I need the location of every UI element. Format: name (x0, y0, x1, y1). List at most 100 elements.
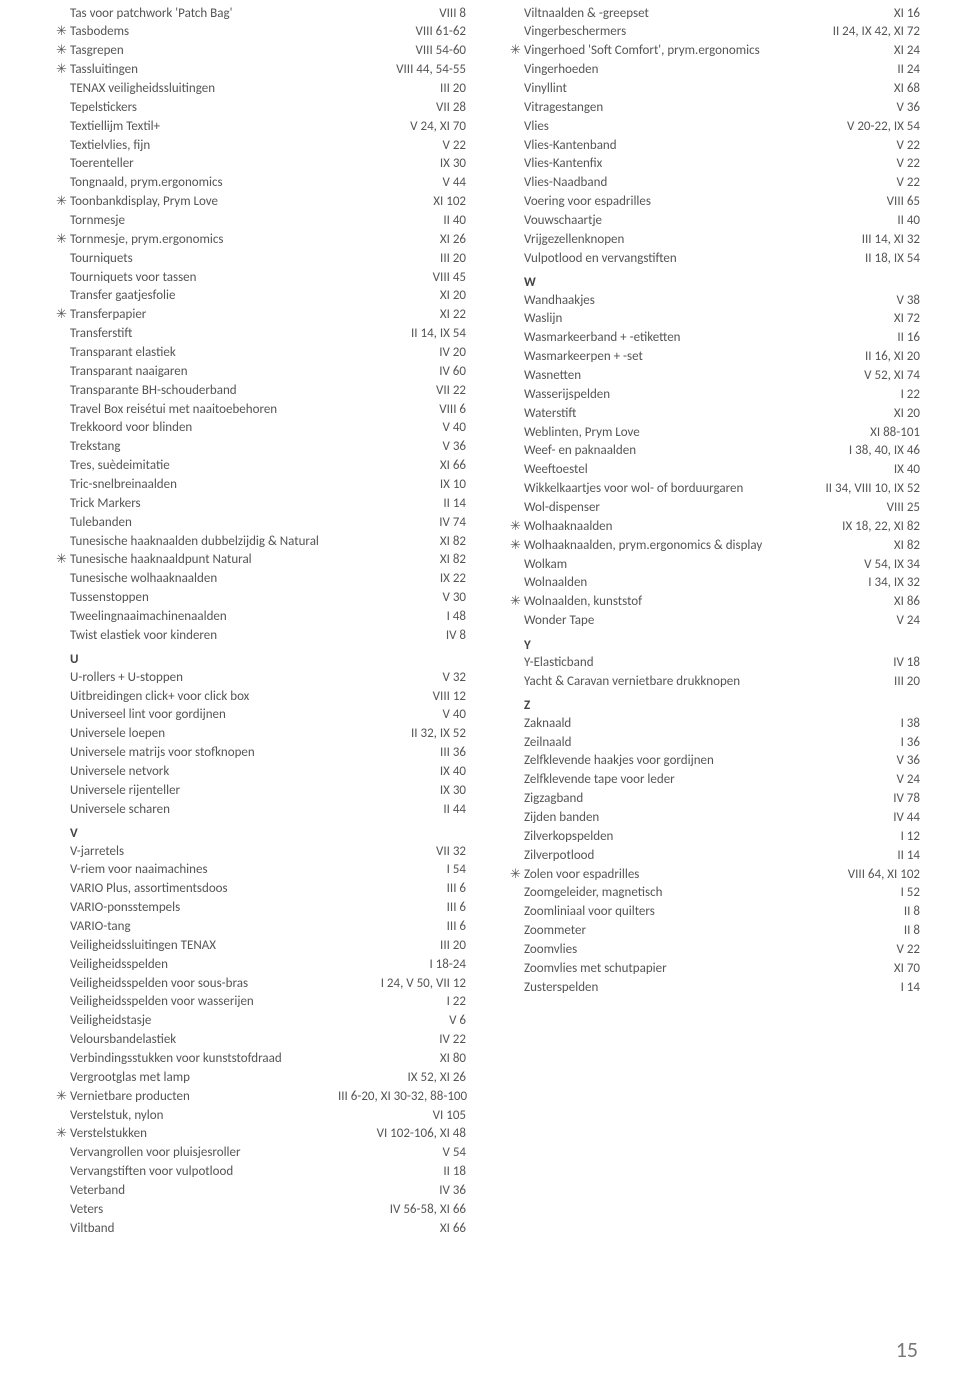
index-entry: Zelfklevende tape voor lederV 24 (510, 771, 920, 790)
section-heading: W (510, 268, 920, 291)
index-entry: Vergrootglas met lampIX 52, XI 26 (56, 1068, 466, 1087)
entry-label: Veiligheidssluitingen TENAX (70, 938, 338, 954)
index-entry: VeiligheidsspeldenI 18-24 (56, 955, 466, 974)
index-entry: Universele netvorkIX 40 (56, 763, 466, 782)
entry-reference: IX 10 (338, 477, 466, 493)
index-entry: Verbindingsstukken voor kunststofdraadXI… (56, 1050, 466, 1069)
entry-reference: III 20 (338, 81, 466, 97)
index-entry: V-riem voor naaimachinesI 54 (56, 861, 466, 880)
index-entry: Zoomvlies met schutpapierXI 70 (510, 959, 920, 978)
entry-label: Zilverpotlood (524, 848, 792, 864)
index-entry: Transfer gaatjesfolieXI 20 (56, 287, 466, 306)
entry-reference: III 14, XI 32 (792, 232, 920, 248)
entry-reference: VIII 8 (338, 6, 466, 22)
entry-label: Transferpapier (70, 307, 338, 323)
asterisk-icon: ✳ (56, 232, 70, 248)
entry-label: Vrijgezellenknopen (524, 232, 792, 248)
index-entry: ZeilnaaldI 36 (510, 733, 920, 752)
entry-reference: I 22 (338, 994, 466, 1010)
entry-label: Tunesische haaknaaldpunt Natural (70, 552, 338, 568)
index-entry: ZilverpotloodII 14 (510, 846, 920, 865)
entry-reference: V 22 (792, 138, 920, 154)
entry-reference: XI 82 (338, 534, 466, 550)
index-entry: ✳Tornmesje, prym.ergonomicsXI 26 (56, 230, 466, 249)
entry-reference: IV 74 (338, 515, 466, 531)
index-entry: Trekkoord voor blindenV 40 (56, 419, 466, 438)
entry-reference: VIII 54-60 (338, 43, 466, 59)
index-entry: Zelfklevende haakjes voor gordijnenV 36 (510, 752, 920, 771)
entry-label: Zilverkopspelden (524, 829, 792, 845)
entry-reference: IX 30 (338, 783, 466, 799)
section-heading: Z (510, 691, 920, 714)
index-entry: ✳TasgrepenVIII 54-60 (56, 42, 466, 61)
index-entry: Universele loepenII 32, IX 52 (56, 725, 466, 744)
index-entry: VetersIV 56-58, XI 66 (56, 1200, 466, 1219)
entry-label: VARIO-ponsstempels (70, 900, 338, 916)
index-entry: ZaknaaldI 38 (510, 714, 920, 733)
entry-reference: IV 18 (792, 655, 920, 671)
entry-reference: II 16, XI 20 (792, 349, 920, 365)
entry-label: Zaknaald (524, 716, 792, 732)
entry-label: Wolnaalden, kunststof (524, 594, 792, 610)
entry-reference: III 6-20, XI 30-32, 88-100 (338, 1089, 466, 1105)
entry-label: Zoommeter (524, 923, 792, 939)
entry-label: Veloursbandelastiek (70, 1032, 338, 1048)
index-entry: ✳Vernietbare productenIII 6-20, XI 30-32… (56, 1087, 466, 1106)
entry-label: Uitbreidingen click+ voor click box (70, 689, 338, 705)
asterisk-icon: ✳ (56, 194, 70, 210)
asterisk-icon: ✳ (56, 62, 70, 78)
entry-reference: XI 72 (792, 311, 920, 327)
entry-reference: V 36 (792, 100, 920, 116)
entry-label: Zijden banden (524, 810, 792, 826)
index-entry: VARIO Plus, assortimentsdoosIII 6 (56, 880, 466, 899)
entry-reference: V 36 (338, 439, 466, 455)
entry-reference: IX 18, 22, XI 82 (792, 519, 920, 535)
entry-reference: III 20 (792, 674, 920, 690)
entry-reference: I 38 (792, 716, 920, 732)
index-entry: TornmesjeII 40 (56, 211, 466, 230)
entry-label: Voering voor espadrilles (524, 194, 792, 210)
index-entry: Universeel lint voor gordijnenV 40 (56, 706, 466, 725)
entry-reference: II 18, IX 54 (792, 251, 920, 267)
entry-label: Veiligheidsspelden voor wasserijen (70, 994, 338, 1010)
entry-label: Zoomvlies met schutpapier (524, 961, 792, 977)
index-entry: Tunesische wolhaaknaaldenIX 22 (56, 570, 466, 589)
asterisk-icon: ✳ (510, 43, 524, 59)
entry-reference: V 6 (338, 1013, 466, 1029)
index-page: Tas voor patchwork 'Patch Bag'VIII 8✳Tas… (0, 0, 960, 1381)
entry-label: Waslijn (524, 311, 792, 327)
entry-reference: IV 78 (792, 791, 920, 807)
entry-reference: II 14 (338, 496, 466, 512)
index-entry: ✳Zolen voor espadrillesVIII 64, XI 102 (510, 865, 920, 884)
entry-reference: V 24, XI 70 (338, 119, 466, 135)
index-entry: VARIO-ponsstempelsIII 6 (56, 899, 466, 918)
entry-reference: I 38, 40, IX 46 (792, 443, 920, 459)
entry-reference: XI 66 (338, 458, 466, 474)
section-heading: U (56, 645, 466, 668)
entry-reference: IV 44 (792, 810, 920, 826)
entry-reference: II 44 (338, 802, 466, 818)
entry-label: TENAX veiligheidssluitingen (70, 81, 338, 97)
asterisk-icon: ✳ (510, 538, 524, 554)
index-entry: ZusterspeldenI 14 (510, 978, 920, 997)
asterisk-icon: ✳ (56, 552, 70, 568)
index-entry: Veiligheidsspelden voor sous-brasI 24, V… (56, 974, 466, 993)
index-entry: Tric-snelbreinaaldenIX 10 (56, 475, 466, 494)
entry-label: Travel Box reisétui met naaitoebehoren (70, 402, 338, 418)
asterisk-icon: ✳ (510, 594, 524, 610)
index-entry: Transparante BH-schouderbandVII 22 (56, 381, 466, 400)
entry-reference: II 18 (338, 1164, 466, 1180)
entry-label: Wolnaalden (524, 575, 792, 591)
entry-label: Vingerhoed 'Soft Comfort', prym.ergonomi… (524, 43, 792, 59)
entry-reference: V 36 (792, 753, 920, 769)
index-entry: ✳TransferpapierXI 22 (56, 306, 466, 325)
index-entry: TENAX veiligheidssluitingenIII 20 (56, 79, 466, 98)
entry-reference: VI 105 (338, 1108, 466, 1124)
entry-label: Wonder Tape (524, 613, 792, 629)
entry-label: Vouwschaartje (524, 213, 792, 229)
entry-reference: XI 80 (338, 1051, 466, 1067)
entry-label: Wasmarkeerpen + -set (524, 349, 792, 365)
entry-reference: II 8 (792, 904, 920, 920)
entry-reference: XI 66 (338, 1221, 466, 1237)
entry-label: Weef- en paknaalden (524, 443, 792, 459)
